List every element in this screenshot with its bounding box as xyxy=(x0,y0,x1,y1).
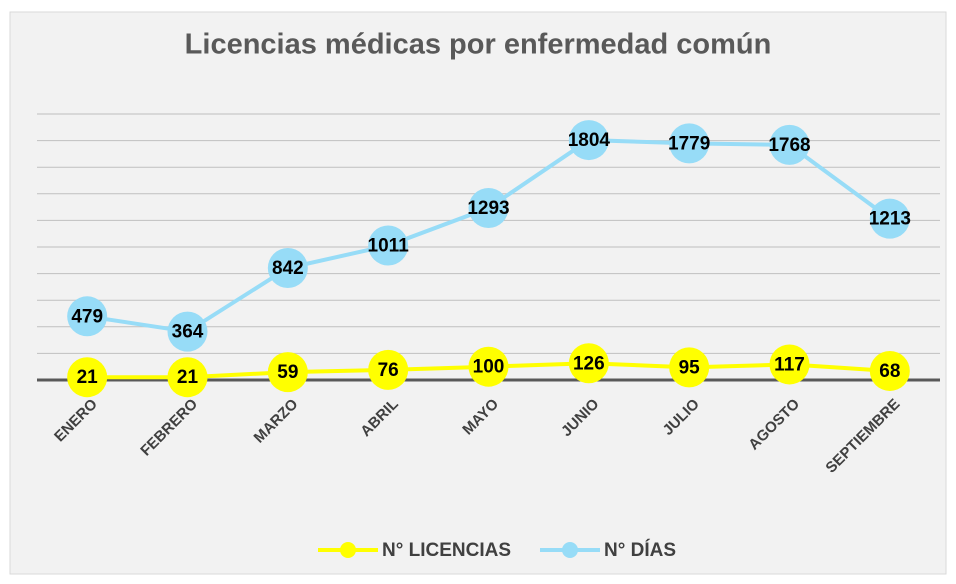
data-point xyxy=(769,344,810,385)
data-point xyxy=(67,296,108,337)
data-label: 126 xyxy=(573,353,605,374)
data-label: 68 xyxy=(879,361,900,382)
data-label: 1213 xyxy=(869,209,911,230)
data-point xyxy=(267,248,308,289)
data-label: 479 xyxy=(71,306,103,327)
data-point xyxy=(568,343,609,384)
data-point xyxy=(267,352,308,393)
data-label: 59 xyxy=(277,362,298,383)
data-point xyxy=(568,120,609,161)
data-point xyxy=(669,123,710,164)
data-point xyxy=(669,347,710,388)
data-label: 21 xyxy=(77,367,99,388)
data-label: 76 xyxy=(378,360,399,381)
legend-label: N° LICENCIAS xyxy=(382,540,511,561)
legend-marker xyxy=(562,542,578,558)
data-label: 95 xyxy=(679,357,701,378)
data-point xyxy=(167,311,208,352)
data-label: 364 xyxy=(172,322,204,343)
data-label: 1804 xyxy=(568,130,611,151)
data-point xyxy=(368,225,409,266)
data-label: 1779 xyxy=(668,133,710,154)
data-point xyxy=(468,346,509,387)
data-point xyxy=(869,198,910,239)
chart-background xyxy=(9,11,947,575)
data-label: 100 xyxy=(473,357,505,378)
data-label: 842 xyxy=(272,258,304,279)
data-label: 1011 xyxy=(368,236,410,257)
data-label: 117 xyxy=(774,354,805,375)
data-point xyxy=(368,349,409,390)
data-label: 1293 xyxy=(467,198,509,219)
data-label: 1768 xyxy=(768,135,810,156)
data-point xyxy=(869,350,910,391)
legend-marker xyxy=(340,542,356,558)
data-point xyxy=(167,357,208,398)
chart-title: Licencias médicas por enfermedad común xyxy=(185,29,772,61)
data-point xyxy=(769,124,810,165)
data-label: 21 xyxy=(177,367,199,388)
data-point xyxy=(468,188,509,229)
legend-label: N° DÍAS xyxy=(604,539,676,561)
data-point xyxy=(67,357,108,398)
